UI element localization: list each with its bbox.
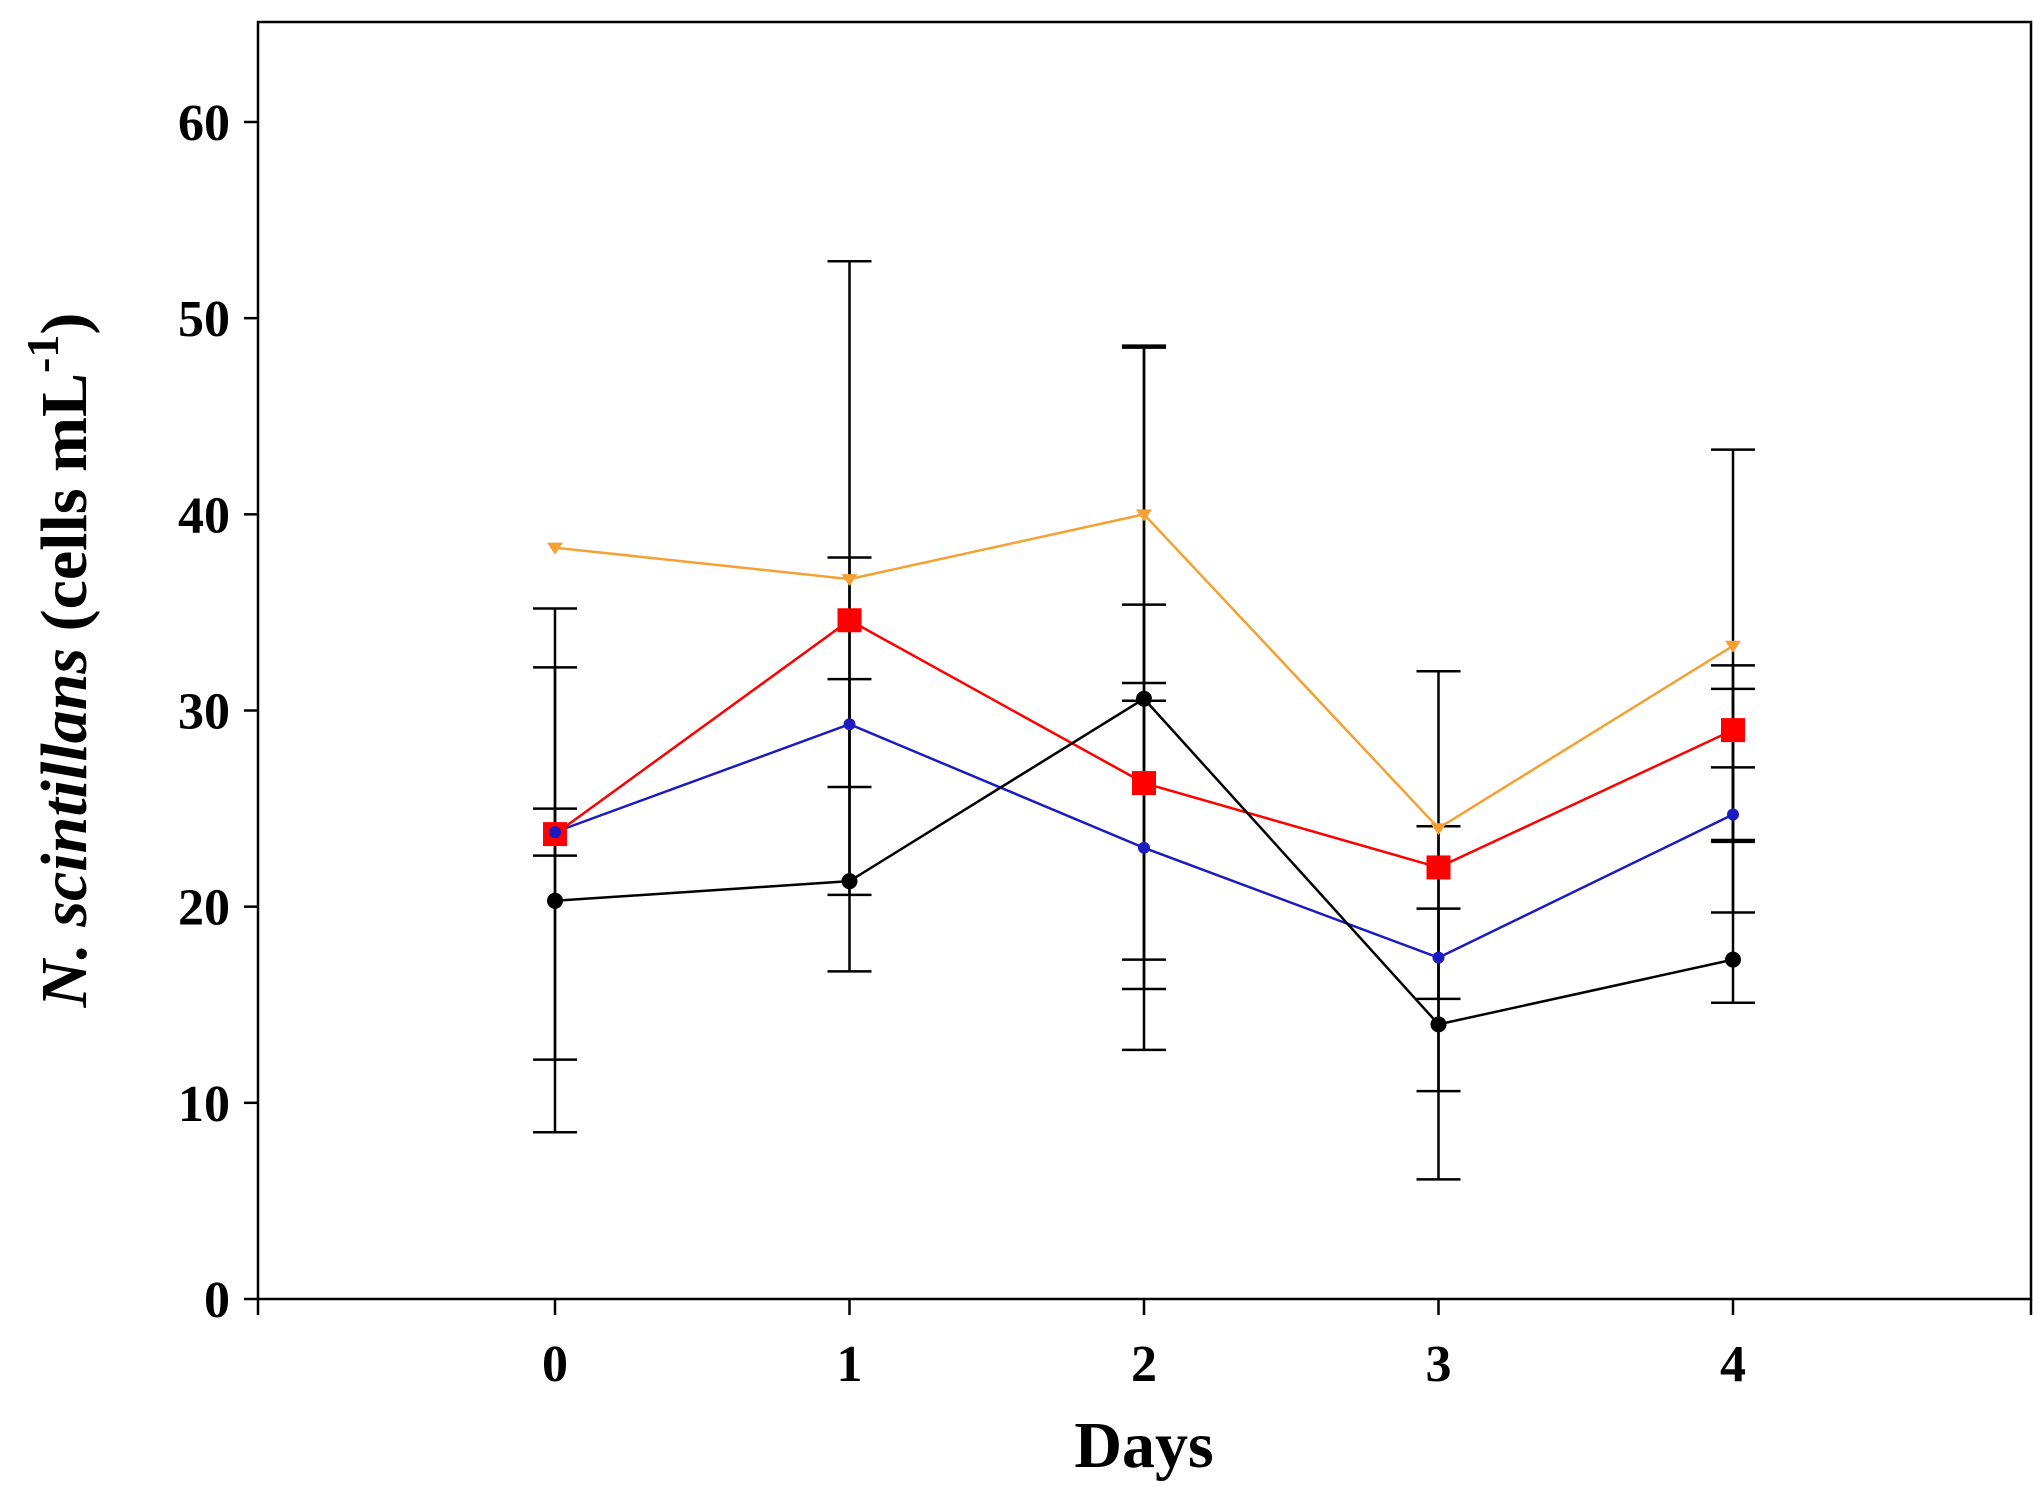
data-point [1721, 718, 1745, 743]
y-axis-title-italic: N. scintillans [28, 648, 101, 1008]
data-point [841, 574, 858, 587]
data-point [841, 873, 858, 890]
y-axis-title-close: ) [28, 313, 101, 335]
data-point [1432, 951, 1445, 964]
data-point [547, 542, 563, 555]
y-tick-label: 20 [178, 880, 230, 937]
data-point [1426, 855, 1451, 880]
data-point [1136, 509, 1152, 522]
y-tick-label: 10 [178, 1076, 230, 1133]
data-point [1725, 951, 1741, 968]
x-tick-label: 1 [837, 1336, 863, 1393]
y-tick-label: 30 [178, 684, 230, 741]
x-tick-label: 2 [1131, 1336, 1157, 1393]
y-axis-title: N. scintillans (cells mL-1) [17, 313, 101, 1009]
data-point [547, 892, 563, 909]
y-tick-label: 50 [178, 291, 230, 348]
data-point [1727, 808, 1739, 821]
y-tick-label: 0 [204, 1272, 230, 1329]
error-bars [533, 260, 1755, 1181]
data-point [837, 608, 862, 633]
data-point [1725, 640, 1741, 653]
data-point [1136, 690, 1152, 707]
y-axis-title-superscript: -1 [17, 335, 68, 373]
y-tick-label: 60 [178, 95, 230, 152]
y-axis-ticks: 0 10 20 30 40 50 60 [178, 95, 258, 1329]
x-tick-label: 0 [542, 1336, 568, 1393]
y-tick-label: 40 [178, 487, 230, 544]
x-tick-label: 3 [1426, 1336, 1452, 1393]
data-point [1132, 771, 1156, 796]
series-markers [543, 509, 1745, 1033]
data-point [549, 826, 561, 839]
x-axis-ticks: 0 1 2 3 4 [256, 1299, 2033, 1393]
x-tick-label: 4 [1720, 1336, 1746, 1393]
y-axis-title-units: (cells mL [28, 373, 101, 648]
data-point [843, 718, 856, 731]
data-point [1430, 823, 1447, 836]
x-axis-title: Days [1074, 1409, 1213, 1482]
data-point [1138, 841, 1150, 854]
data-point [1430, 1016, 1447, 1033]
